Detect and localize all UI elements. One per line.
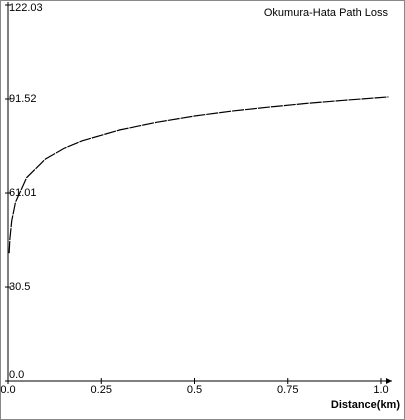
x-tick-label: 0.25 — [91, 384, 112, 396]
y-tick-label: 30.5 — [9, 281, 30, 293]
x-axis-arrow — [386, 378, 392, 384]
x-tick-label: 1.0 — [373, 384, 388, 396]
y-tick-label: 0.0 — [9, 369, 24, 381]
x-tick-label: 0.0 — [0, 384, 15, 396]
x-tick-label: 0.5 — [187, 384, 202, 396]
x-axis-label: Distance(km) — [331, 399, 400, 411]
x-tick-label: 0.75 — [277, 384, 298, 396]
line-series — [8, 96, 389, 254]
y-tick-label: 91.52 — [9, 93, 37, 105]
y-tick-label: 61.01 — [9, 187, 37, 199]
chart-title: Okumura-Hata Path Loss — [264, 7, 389, 19]
y-tick-label: 122.03 — [9, 2, 43, 14]
